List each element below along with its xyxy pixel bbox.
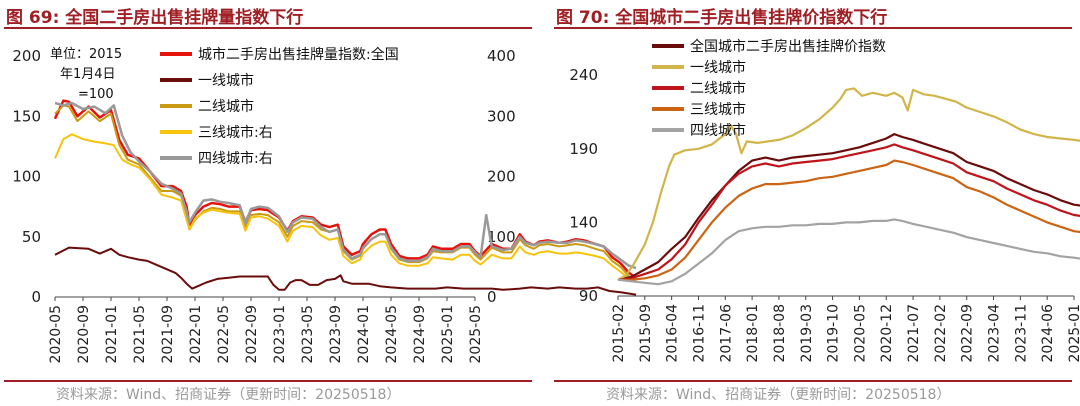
x-tick-label: 2022-05 [216,305,232,364]
chart-title: 图 69: 全国二手房出售挂牌量指数下行 [6,8,304,28]
y-tick-label-right: 200 [487,168,516,186]
y-tick-label-left: 0 [31,288,41,306]
x-tick-label: 2022-02 [933,304,949,363]
source-note: 资料来源：Wind、招商证券（更新时间：20250518） [56,387,401,403]
x-tick-label: 2021-01 [104,305,120,364]
x-tick-label: 2017-06 [718,304,734,363]
series-line [54,133,637,283]
bottom-divider [554,380,1072,382]
x-tick-label: 2019-03 [799,304,815,363]
unit-note: 单位：2015 [50,47,122,62]
y-tick-label: 190 [569,140,598,158]
y-tick-label-right: 0 [487,288,497,306]
series-line [617,133,1080,281]
source-note: 资料来源：Wind、招商证券（更新时间：20250518） [606,387,951,403]
x-tick-label: 2015-09 [638,304,654,363]
x-tick-label: 2015-02 [611,304,627,363]
y-tick-label: 240 [569,66,598,84]
legend-label: 二线城市 [198,98,254,115]
y-tick-label: 140 [569,213,598,231]
x-tick-label: 2016-04 [665,304,681,363]
legend-label: 一线城市 [198,72,254,89]
title-divider [554,27,1072,29]
series-line [617,87,1080,281]
x-tick-label: 2025-01 [440,305,456,364]
legend-label: 三线城市 [690,101,746,118]
x-tick-label: 2023-09 [328,305,344,364]
chart-panel-69: 图 69: 全国二手房出售挂牌量指数下行 0 50 100 150 200 0 100 200… [4,8,637,403]
title-divider [4,27,532,29]
x-tick-label: 2024-09 [412,305,428,364]
x-tick-label: 2018-08 [772,304,788,363]
legend-label: 城市二手房出售挂牌量指数:全国 [198,46,399,63]
x-tick-label: 2023-04 [987,304,1003,363]
x-tick-label: 2020-05 [852,304,868,363]
bottom-divider [4,380,532,382]
y-tick-label-right: 100 [487,228,516,246]
series-line [54,246,637,296]
chart-70-svg: 90 140 190 240 2015-02 2015-09 2016-04 2016-11 2… [569,38,1080,363]
x-tick-label: 2025-01 [1067,304,1080,363]
y-tick-label-left: 50 [22,228,41,246]
x-tick-label: 2020-09 [76,305,92,364]
x-tick-label: 2023-05 [300,305,316,364]
legend-label: 全国城市二手房出售挂牌价指数 [690,38,886,55]
y-tick-label-left: 150 [12,107,41,125]
y-tick-label: 90 [579,287,598,305]
legend-label: 一线城市 [690,59,746,76]
x-tick-label: 2024-05 [384,305,400,364]
chart-title: 图 70: 全国城市二手房出售挂牌价指数下行 [556,8,888,28]
series-line [617,143,1080,281]
y-tick-label-right: 300 [487,107,516,125]
x-tick-label: 2022-01 [188,305,204,364]
series-line [54,104,637,283]
x-tick-label: 2025-05 [468,305,484,364]
series-line [618,159,1080,281]
x-tick-label: 2024-06 [1040,304,1056,363]
y-tick-label-right: 400 [487,47,516,65]
series-line [617,218,1080,286]
chart-panel-70: 图 70: 全国城市二手房出售挂牌价指数下行 90 140 190 240 2015-0… [550,0,1080,406]
x-tick-label: 2021-07 [906,304,922,363]
legend-label: 四线城市:右 [198,150,273,167]
x-tick-label: 2024-01 [356,305,372,364]
x-tick-label: 2022-09 [244,305,260,364]
x-tick-label: 2020-05 [48,305,64,364]
x-tick-label: 2021-05 [132,305,148,364]
x-tick-label: 2018-01 [745,304,761,363]
chart-69-svg: 0 50 100 150 200 0 100 200 300 400 2020-05 2020-09 2… [12,46,637,364]
legend-label: 三线城市:右 [198,124,273,141]
x-tick-label: 2023-11 [1013,304,1029,363]
y-tick-label-left: 200 [12,47,41,65]
legend-label: 二线城市 [690,80,746,97]
unit-note: 年1月4日 [60,67,116,82]
x-tick-label: 2023-01 [272,305,288,364]
unit-note: =100 [78,87,114,102]
x-tick-label: 2016-11 [691,304,707,363]
x-tick-label: 2020-12 [879,304,895,363]
x-tick-label: 2021-09 [160,305,176,364]
x-tick-label: 2022-09 [960,304,976,363]
x-tick-label: 2019-10 [826,304,842,363]
y-tick-label-left: 100 [12,168,41,186]
legend-label: 四线城市 [690,122,746,139]
series-line [54,101,637,270]
